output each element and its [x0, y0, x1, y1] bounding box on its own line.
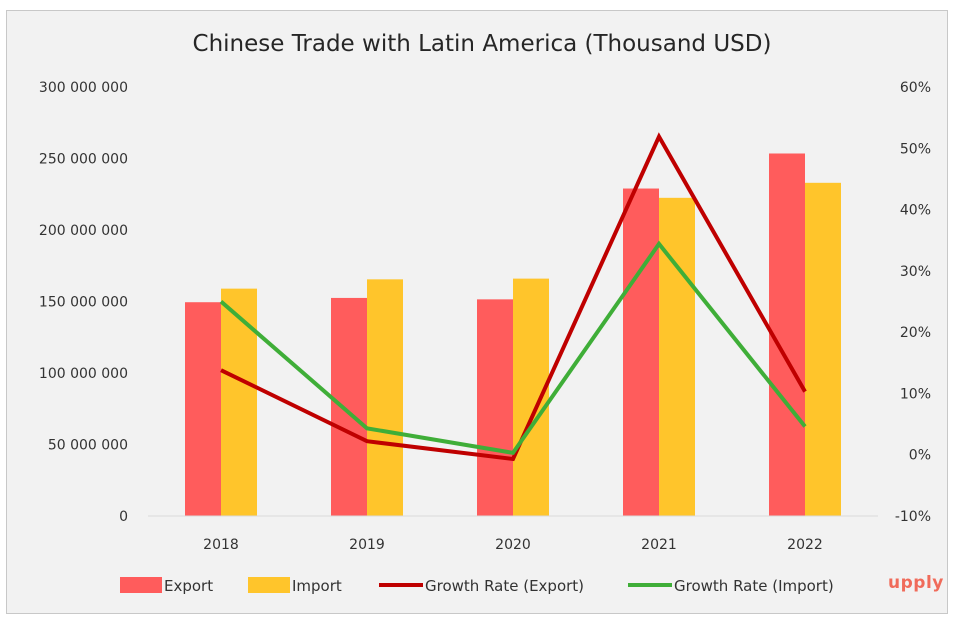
x-axis: 2018 2019 2020 2021 2022 — [203, 537, 823, 553]
x-tick-label: 2019 — [349, 537, 385, 553]
y2-tick-label: 40% — [900, 203, 931, 219]
y2-tick-label: 0% — [909, 448, 931, 464]
legend-label-growth-rate-export: Growth Rate (Export) — [425, 577, 584, 595]
y2-tick-label: 10% — [900, 386, 931, 402]
bar-import-2021 — [659, 197, 695, 516]
y2-tick-label: 50% — [900, 141, 931, 157]
y-tick-label: 250 000 000 — [39, 152, 128, 168]
bar-export-2021 — [623, 188, 659, 516]
y-tick-label: 100 000 000 — [39, 366, 128, 382]
y-tick-label: 150 000 000 — [39, 295, 128, 311]
x-tick-label: 2020 — [495, 537, 531, 553]
y2-tick-label: 20% — [900, 325, 931, 341]
y-tick-label: 300 000 000 — [39, 80, 128, 96]
brand-logo: upply — [888, 573, 944, 593]
bar-import-2020 — [513, 278, 549, 516]
left-axis: 0 50 000 000 100 000 000 150 000 000 200 000… — [39, 80, 128, 525]
x-tick-label: 2022 — [787, 537, 823, 553]
bar-import-2022 — [805, 182, 841, 516]
chart-title: Chinese Trade with Latin America (Thousa… — [192, 31, 772, 57]
bar-export-2018 — [185, 302, 221, 516]
legend-swatch-import — [248, 577, 290, 593]
legend-swatch-export — [120, 577, 162, 593]
x-tick-label: 2021 — [641, 537, 677, 553]
bar-import-2018 — [221, 288, 257, 516]
y-tick-label: 0 — [119, 509, 128, 525]
line-growth-rate-import — [219, 240, 807, 456]
y2-tick-label: 60% — [900, 80, 931, 96]
bars-layer — [185, 153, 841, 516]
lines-layer — [219, 132, 807, 462]
legend: Export Import Growth Rate (Export) Growth R… — [120, 577, 834, 595]
bar-import-2019 — [367, 279, 403, 516]
bar-export-2020 — [477, 299, 513, 516]
legend-label-import: Import — [292, 577, 342, 595]
legend-label-growth-rate-import: Growth Rate (Import) — [674, 577, 834, 595]
y-tick-label: 50 000 000 — [48, 438, 128, 454]
x-tick-label: 2018 — [203, 537, 239, 553]
y2-tick-label: 30% — [900, 264, 931, 280]
right-axis: -10% 0% 10% 20% 30% 40% 50% 60% — [895, 80, 931, 525]
y-tick-label: 200 000 000 — [39, 223, 128, 239]
bar-export-2022 — [769, 153, 805, 516]
bar-export-2019 — [331, 297, 367, 516]
line-growth-rate-export — [220, 132, 807, 462]
legend-label-export: Export — [164, 577, 213, 595]
y2-tick-label: -10% — [895, 509, 931, 525]
